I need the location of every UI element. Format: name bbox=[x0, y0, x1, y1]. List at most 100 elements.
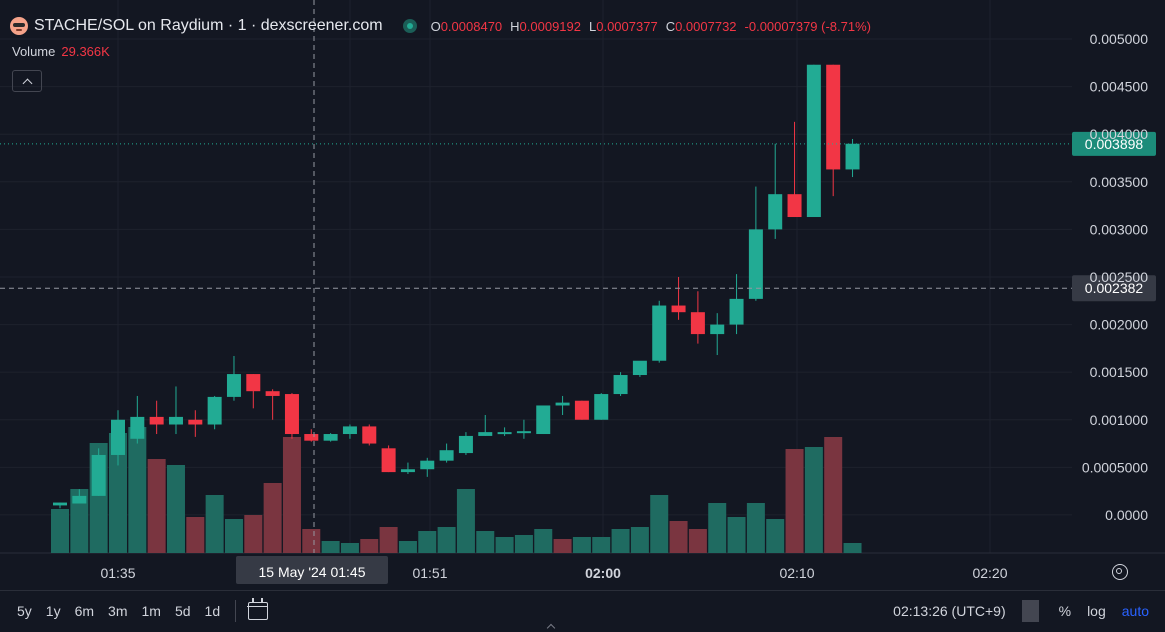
timeframe-3m[interactable]: 3m bbox=[108, 602, 128, 619]
clock-readout: 02:13:26 (UTC+9) bbox=[893, 602, 1006, 619]
candle-body bbox=[149, 416, 164, 425]
price-tick-label: 0.005000 bbox=[1090, 31, 1149, 47]
volume-bar bbox=[766, 519, 785, 553]
candle-body bbox=[420, 460, 435, 470]
candle-body bbox=[574, 400, 589, 420]
candle-body bbox=[362, 426, 377, 444]
volume-bar bbox=[360, 539, 379, 553]
last-price-label: 0.003898 bbox=[1085, 136, 1144, 152]
auto-scale-toggle[interactable]: auto bbox=[1121, 602, 1149, 619]
candle-body bbox=[91, 454, 106, 496]
volume-bar bbox=[727, 517, 746, 553]
timeframe-selector: 5y 1y 6m 3m 1m 5d 1d bbox=[10, 603, 227, 619]
candle-body bbox=[458, 435, 473, 454]
toolbar-divider bbox=[1021, 599, 1039, 622]
candle-body bbox=[226, 374, 241, 397]
ohlc-open-label: O bbox=[430, 18, 441, 34]
candle-body bbox=[478, 432, 493, 436]
ohlc-close-value: 0.0007732 bbox=[675, 18, 737, 34]
volume-bar bbox=[785, 449, 804, 553]
crosshair-price-badge bbox=[1072, 275, 1156, 302]
ohlc-low-value: 0.0007377 bbox=[596, 18, 658, 34]
volume-bar bbox=[51, 509, 69, 553]
price-tick-label: 0.002500 bbox=[1090, 269, 1149, 285]
candle-body bbox=[53, 502, 67, 506]
candle-body bbox=[652, 305, 667, 361]
volume-bar bbox=[708, 503, 727, 553]
volume-bar bbox=[128, 427, 147, 553]
volume-bar bbox=[108, 433, 127, 553]
volume-bar bbox=[263, 483, 282, 553]
candle-body bbox=[323, 434, 338, 441]
candle-body bbox=[497, 432, 512, 435]
candle-body bbox=[690, 312, 705, 335]
candle-body bbox=[265, 391, 280, 396]
timeframe-5d[interactable]: 5d bbox=[174, 602, 191, 619]
candle-body bbox=[710, 324, 725, 335]
time-tick-label: 01:51 bbox=[412, 565, 447, 581]
candle-body bbox=[207, 396, 222, 425]
log-scale-toggle[interactable]: log bbox=[1087, 602, 1106, 619]
timeframe-1d[interactable]: 1d bbox=[204, 602, 221, 619]
candles bbox=[53, 64, 860, 509]
candle-body bbox=[188, 419, 203, 425]
ohlc-open-value: 0.0008470 bbox=[440, 18, 503, 34]
time-tick-label: 02:10 bbox=[779, 565, 814, 581]
volume-bar bbox=[437, 527, 456, 553]
candle-body bbox=[729, 298, 744, 325]
crosshair-time-label: 15 May '24 01:45 bbox=[259, 564, 366, 580]
volume-bar bbox=[205, 495, 224, 553]
volume-bar bbox=[166, 465, 185, 553]
crosshair-time-badge bbox=[236, 556, 388, 584]
time-tick-label: 02:20 bbox=[972, 565, 1007, 581]
volume-label: Volume bbox=[12, 44, 56, 59]
toolbar-right: 02:13:26 (UTC+9) % log auto bbox=[885, 599, 1165, 622]
volume-bar bbox=[804, 447, 823, 553]
price-tick-label: 0.0005000 bbox=[1082, 459, 1148, 475]
timeframe-1y[interactable]: 1y bbox=[45, 602, 61, 619]
percent-scale-toggle[interactable]: % bbox=[1058, 602, 1072, 619]
volume-bar bbox=[379, 527, 398, 553]
volume-value: 29.366K bbox=[61, 44, 110, 59]
volume-bar bbox=[147, 459, 166, 553]
volume-bar bbox=[340, 543, 359, 553]
settings-gear-icon[interactable] bbox=[1112, 564, 1128, 580]
time-tick-label: 02:00 bbox=[585, 565, 621, 581]
ohlc-high-label: H bbox=[510, 18, 520, 34]
pair-title: STACHE/SOL on Raydium · 1 · dexscreener.… bbox=[34, 17, 383, 34]
token-logo-icon bbox=[10, 17, 28, 35]
calendar-icon[interactable] bbox=[247, 597, 269, 620]
candle-body bbox=[439, 450, 454, 461]
candle-body bbox=[555, 402, 570, 406]
volume-bar bbox=[824, 437, 843, 553]
timeframe-1m[interactable]: 1m bbox=[141, 602, 161, 619]
collapse-legend-button[interactable] bbox=[12, 70, 42, 92]
price-tick-label: 0.0000 bbox=[1105, 507, 1148, 523]
candle-body bbox=[806, 64, 821, 218]
timeframe-5y[interactable]: 5y bbox=[17, 602, 32, 619]
candle-body bbox=[594, 394, 609, 420]
price-tick-label: 0.004000 bbox=[1090, 126, 1149, 142]
volume-bar bbox=[572, 537, 591, 553]
drag-handle-icon[interactable] bbox=[546, 622, 556, 630]
price-tick-label: 0.001500 bbox=[1090, 364, 1149, 380]
ohlc-change: -0.00007379 (-8.71%) bbox=[744, 18, 872, 34]
price-chart[interactable]: 0.003898 0.002382 15 May '24 01:45 0.00500… bbox=[0, 0, 1165, 590]
price-tick-label: 0.004500 bbox=[1090, 79, 1149, 95]
volume-bar bbox=[224, 519, 243, 553]
candle-body bbox=[130, 416, 145, 439]
crosshair-price-label: 0.002382 bbox=[1085, 280, 1144, 296]
timeframe-6m[interactable]: 6m bbox=[74, 602, 95, 619]
time-axis: 01:35 01:51 02:00 02:10 02:20 bbox=[100, 565, 1007, 581]
candle-body bbox=[768, 194, 783, 230]
volume-bar bbox=[186, 517, 205, 553]
price-axis: 0.005000 0.004500 0.004000 0.003500 0.003000… bbox=[1082, 31, 1148, 523]
ohlc-readout: O0.0008470 H0.0009192 L0.0007377 C0.0007732… bbox=[431, 19, 879, 34]
volume-bar bbox=[534, 529, 553, 553]
volume-legend: Volume 29.366K bbox=[12, 44, 110, 59]
volume-bar bbox=[514, 535, 533, 553]
live-status-icon bbox=[402, 19, 417, 33]
ohlc-low-label: L bbox=[589, 18, 597, 34]
volume-bar bbox=[456, 489, 475, 553]
price-tick-label: 0.001000 bbox=[1090, 412, 1149, 428]
